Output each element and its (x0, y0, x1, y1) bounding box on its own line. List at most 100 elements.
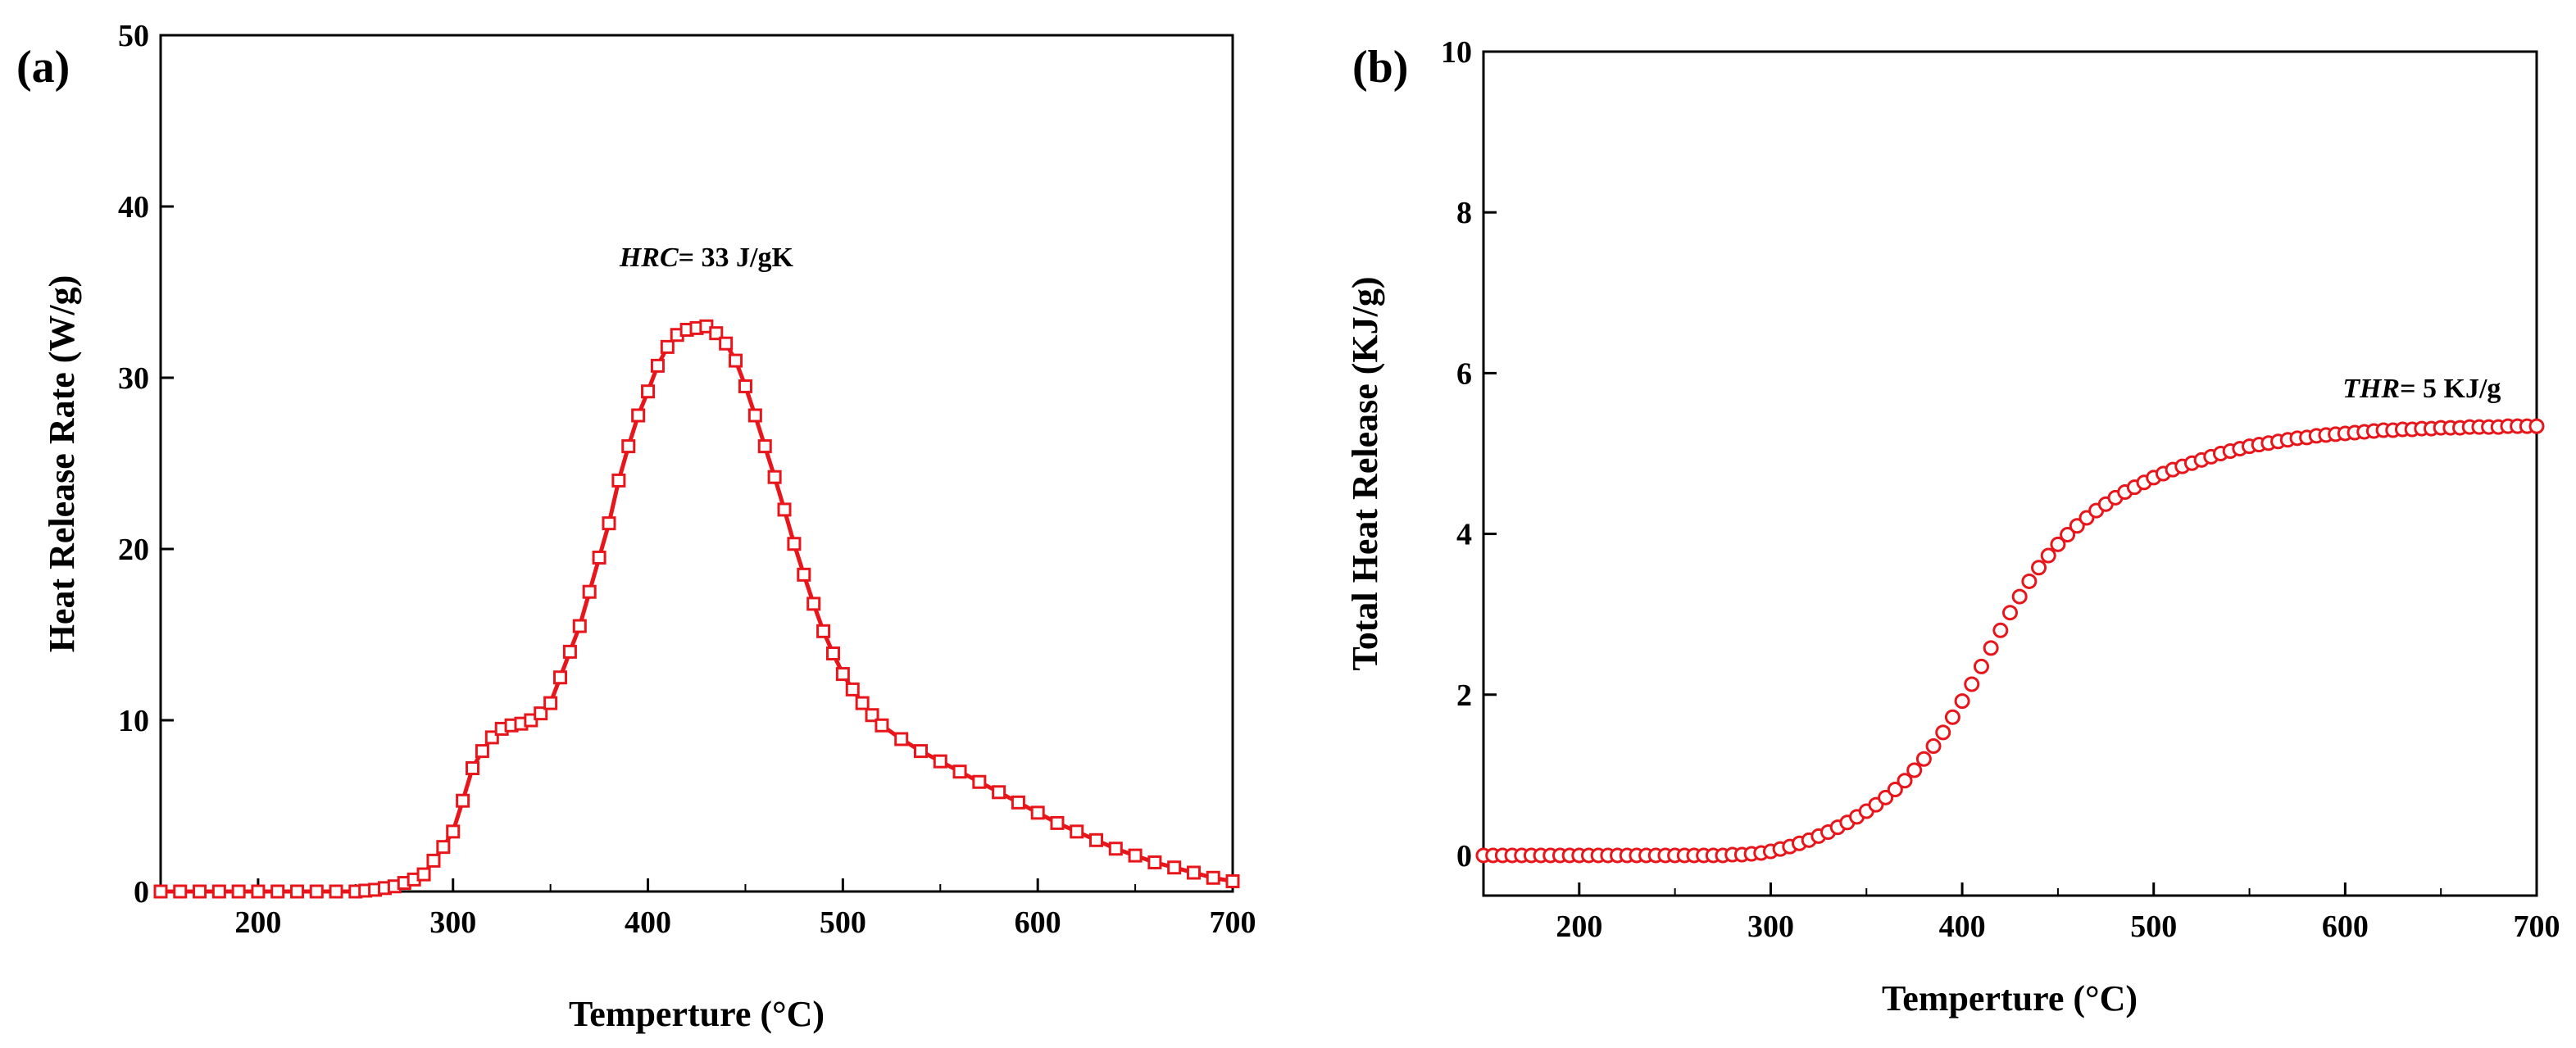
panel-b-data-point (2002, 605, 2018, 621)
panel-b-data-point (1915, 751, 1932, 767)
panel-a-data-point (475, 744, 489, 759)
panel-a-data-point (777, 502, 792, 517)
panel-a-data-point (729, 353, 743, 368)
panel-b-data-point (1954, 693, 1970, 710)
panel-b-data-point (2040, 547, 2056, 564)
panel-b-series (1475, 418, 2545, 864)
panel-a-data-point (1147, 855, 1162, 869)
panel-a-y-tick-label: 0 (134, 875, 149, 910)
panel-b-x-tick-label: 200 (1556, 910, 1602, 944)
panel-a-data-point (456, 793, 470, 808)
panel-b-y-tick-label: 8 (1456, 196, 1472, 230)
panel-a-data-point (309, 884, 324, 899)
panel-a-data-point (543, 696, 558, 710)
panel-a-data-point (1225, 873, 1240, 888)
panel-a-data-point (1011, 795, 1025, 810)
panel-b-plot-frame (1482, 50, 2538, 897)
panel-a-data-point (894, 732, 909, 746)
panel-a-data-point (289, 884, 304, 899)
panel-a-data-point (1206, 870, 1220, 885)
panel-b-data-point (1944, 709, 1960, 725)
panel-b-y-tick-label: 10 (1441, 35, 1472, 70)
panel-a-annotation-symbol: HRC (619, 243, 679, 273)
panel-a-data-point (972, 774, 987, 789)
panel-a-y-tick-label: 30 (118, 361, 149, 396)
panel-a-data-point (660, 339, 675, 354)
panel-a-y-tick-label: 20 (118, 533, 149, 567)
panel-a-data-point (329, 884, 343, 899)
panel-a-data-point (845, 682, 860, 696)
panel-a-x-tick-label: 200 (234, 905, 281, 940)
panel-b-annotation-value: = 5 KJ/g (2400, 374, 2501, 404)
panel-a-data-point (757, 439, 772, 454)
panel-b-data-point (2021, 573, 2038, 589)
panel-a-plot-frame (159, 34, 1234, 893)
panel-b-data-point (2031, 560, 2047, 576)
panel-b-data-point (1925, 738, 1942, 755)
panel-b-y-axis-label: Total Heat Release (KJ/g) (1345, 276, 1385, 670)
panel-a-data-point (1128, 848, 1143, 863)
panel-b-y-tick-label: 0 (1456, 839, 1472, 873)
panel-a-data-point (835, 667, 850, 682)
panel-b-x-tick-label: 700 (2514, 910, 2560, 944)
panel-a-data-point (1089, 833, 1104, 847)
panel-b-label: (b) (1352, 42, 1408, 93)
panel-a-data-point (553, 670, 568, 685)
panel-a-data-point (825, 646, 840, 660)
panel-a-label: (a) (16, 42, 70, 93)
panel-b-data-point (1973, 658, 1989, 674)
panel-b-y-tick-label: 6 (1456, 356, 1472, 391)
panel-a-data-point (416, 867, 431, 882)
panel-b-data-point (1983, 640, 1999, 656)
panel-a-data-point (933, 754, 947, 769)
panel-a-x-tick-label: 600 (1015, 905, 1061, 940)
panel-a-x-tick-label: 500 (820, 905, 866, 940)
panel-a-data-point (611, 473, 626, 488)
panel-b-chart: (b) 200 300 400 500 600 700 0 2 4 6 8 10 Temperture… (1345, 35, 2560, 1019)
panel-a-data-point (153, 884, 168, 899)
panel-a-data-point (1167, 860, 1182, 875)
panel-a-data-point (738, 379, 752, 393)
panel-a-x-tick-label: 700 (1210, 905, 1256, 940)
panel-a-ticks: 200 300 400 500 600 700 0 10 20 30 40 50 (118, 19, 1256, 940)
panel-b-data-point (1964, 676, 1980, 692)
panel-b-annotation-symbol: THR (2342, 374, 2400, 404)
panel-b-data-point (2528, 418, 2545, 434)
panel-a-data-point (621, 439, 636, 454)
panel-a-data-point (709, 326, 724, 341)
panel-a-data-point (582, 584, 597, 599)
panel-a-data-point (865, 708, 879, 723)
panel-a-data-point (1030, 805, 1045, 820)
panel-a-data-point (466, 761, 480, 776)
panel-a-chart: (a) 200 300 400 500 600 700 0 10 20 30 40 50 Temper… (16, 19, 1256, 1034)
panel-b-data-point (1897, 773, 1913, 789)
panel-a-y-tick-label: 40 (118, 190, 149, 225)
panel-a-data-point (797, 567, 811, 582)
panel-a-data-point (855, 696, 870, 710)
panel-a-data-point (913, 744, 928, 759)
panel-b-x-tick-label: 500 (2130, 910, 2177, 944)
panel-a-series (153, 319, 1240, 899)
panel-a-x-tick-label: 400 (625, 905, 671, 940)
panel-a-data-point (1050, 815, 1065, 830)
panel-b-data-point (2011, 588, 2028, 605)
panel-a-data-point (426, 853, 441, 868)
panel-b-data-point (1935, 724, 1951, 741)
panel-a-data-point (534, 706, 548, 721)
panel-b-data-point (2050, 536, 2066, 552)
panel-a-y-axis-label: Heat Release Rate (W/g) (42, 275, 82, 653)
panel-a-data-point (251, 884, 266, 899)
panel-b-x-tick-label: 300 (1747, 910, 1794, 944)
panel-b-data-point (1887, 782, 1903, 798)
panel-a-data-point (787, 537, 802, 551)
panel-a-series-line (161, 324, 1233, 894)
panel-a-data-point (992, 785, 1006, 800)
panel-a-data-point (211, 884, 226, 899)
panel-a-x-tick-label: 300 (429, 905, 476, 940)
panel-a-data-point (650, 358, 665, 373)
panel-a-y-tick-label: 50 (118, 19, 149, 53)
panel-b-data-point (1992, 622, 2009, 638)
panel-a-data-point (952, 764, 967, 779)
panel-a-data-point (719, 336, 734, 351)
